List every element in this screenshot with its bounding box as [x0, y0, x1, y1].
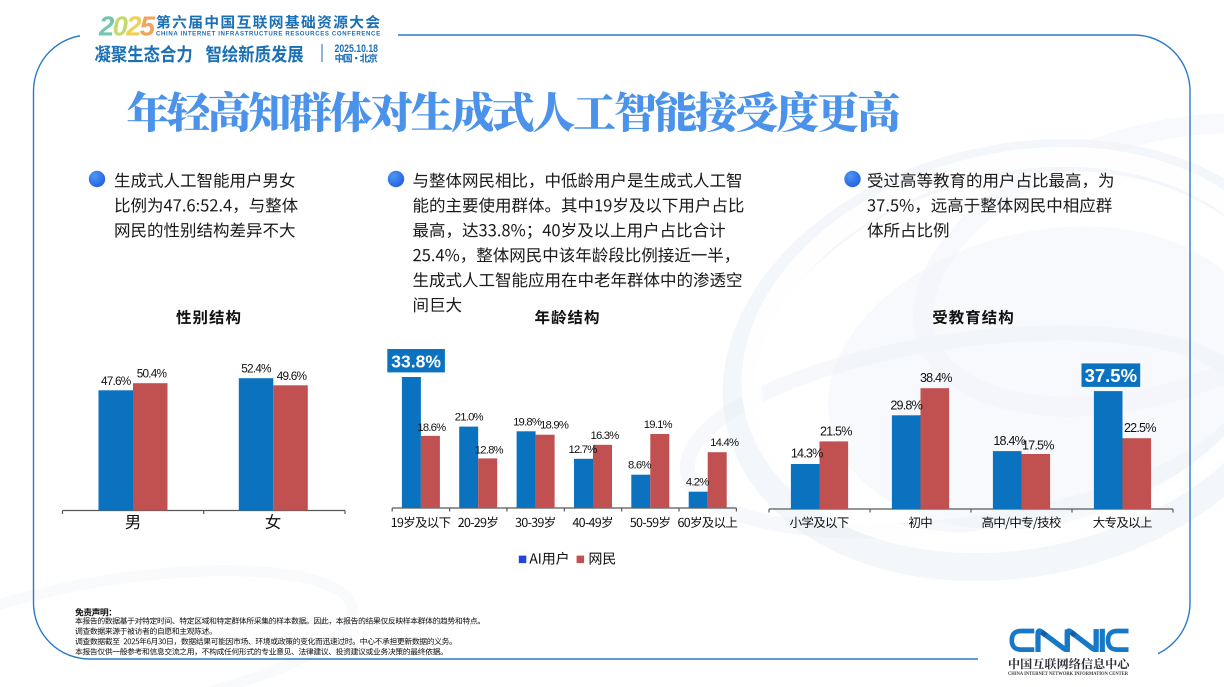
svg-text:21.5%: 21.5%: [820, 424, 852, 438]
svg-text:38.4%: 38.4%: [920, 371, 952, 385]
svg-text:18.9%: 18.9%: [540, 420, 569, 432]
svg-text:8.6%: 8.6%: [628, 460, 651, 472]
svg-text:52.4%: 52.4%: [241, 362, 272, 376]
svg-text:14.3%: 14.3%: [791, 447, 823, 461]
svg-text:4.2%: 4.2%: [686, 477, 709, 489]
svg-text:2: 2: [125, 10, 142, 41]
svg-text:2025.10.18: 2025.10.18: [335, 43, 379, 55]
svg-text:17.5%: 17.5%: [1022, 439, 1054, 453]
svg-text:29.8%: 29.8%: [890, 398, 922, 412]
svg-text:2: 2: [98, 10, 115, 41]
svg-text:CHINA INTERNET INFRASTRUCTURE: CHINA INTERNET INFRASTRUCTURE RESOURCES …: [156, 31, 381, 38]
svg-text:18.6%: 18.6%: [417, 422, 446, 434]
svg-text:14.4%: 14.4%: [710, 437, 739, 449]
svg-text:16.3%: 16.3%: [590, 430, 619, 442]
svg-text:49.6%: 49.6%: [277, 369, 308, 383]
svg-text:CHINA INTERNET NETWORK INFORMA: CHINA INTERNET NETWORK INFORMATION CENTE…: [1008, 672, 1128, 677]
svg-text:12.7%: 12.7%: [568, 444, 597, 456]
svg-text:22.5%: 22.5%: [1124, 421, 1156, 435]
svg-text:47.6%: 47.6%: [101, 374, 132, 388]
svg-text:18.4%: 18.4%: [993, 434, 1025, 448]
svg-text:19.1%: 19.1%: [644, 419, 673, 431]
svg-text:5: 5: [140, 10, 156, 41]
svg-text:33.8%: 33.8%: [391, 352, 441, 372]
svg-text:50.4%: 50.4%: [137, 367, 168, 381]
svg-text:21.0%: 21.0%: [455, 412, 484, 424]
svg-text:19.8%: 19.8%: [513, 416, 542, 428]
svg-text:12.8%: 12.8%: [475, 444, 504, 456]
svg-text:37.5%: 37.5%: [1085, 365, 1137, 386]
svg-text:0: 0: [113, 10, 129, 41]
